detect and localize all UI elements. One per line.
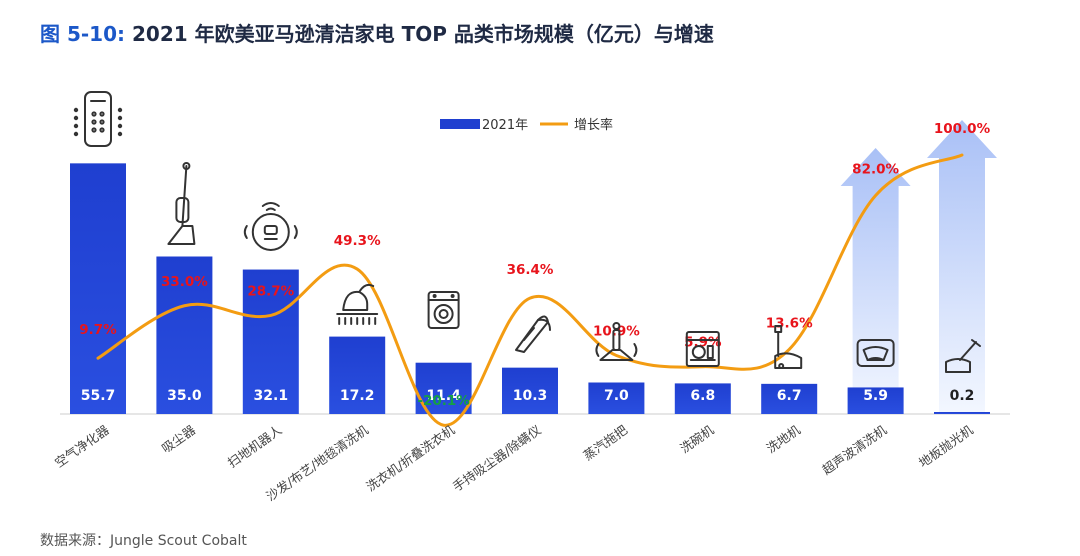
legend-bar-swatch [440,119,480,129]
growth-rate-label: 28.7% [247,283,294,299]
vacuum-cleaner-icon [167,162,196,245]
steam-mop-icon [595,322,638,361]
handheld-vacuum-icon [515,315,551,353]
air-purifier-icon [73,91,123,147]
bar-value-label: 10.3 [513,388,548,404]
growth-rate-label: -20.1% [417,393,470,409]
dishwasher-icon [685,331,720,367]
bar [70,163,126,414]
highlight-arrow [927,120,997,414]
category-label: 蒸汽拖把 [581,422,631,463]
bar-value-label: 35.0 [167,388,202,404]
floor-scrubber-icon [774,325,803,369]
highlight-arrow [840,148,911,414]
growth-rate-label: 49.3% [334,233,381,249]
bar-value-label: 0.2 [950,388,975,404]
bar [588,382,645,414]
legend: 2021年 增长率 [440,117,613,133]
bar [674,383,731,414]
ultrasonic-cleaner-icon [856,339,895,367]
bar [761,383,818,414]
growth-rate-label: 100.0% [934,121,991,137]
bar-value-label: 5.9 [863,388,888,404]
bar-value-label: 17.2 [340,388,375,404]
bar-value-label: 6.8 [690,388,715,404]
title-text: 2021 年欧美亚马逊清洁家电 TOP 品类市场规模（亿元）与增速 [131,22,714,46]
category-label: 吸尘器 [159,422,199,456]
bar [242,269,299,414]
growth-rate-label: 82.0% [852,162,899,178]
floor-polisher-icon [945,339,981,373]
category-label: 地板抛光机 [916,422,976,470]
growth-rate-line [96,153,964,427]
bar-value-label: 11.4 [426,388,461,404]
bar [329,336,386,414]
category-label: 空气净化器 [52,422,112,470]
category-label: 扫地机器人 [225,422,285,470]
bar-value-label: 55.7 [81,388,116,404]
category-label: 手持吸尘器/除螨仪 [450,422,544,494]
legend-bar-label: 2021年 [482,118,528,133]
growth-rate-label: 33.0% [161,274,208,290]
category-label: 洗地机 [764,422,804,456]
growth-rate-label: 36.4% [507,262,554,278]
growth-rate-label: 9.7% [79,322,117,338]
bar [502,367,558,414]
bar [847,387,904,414]
category-label: 洗衣机/折叠洗衣机 [363,422,457,494]
figure-number: 图 5-10: [40,22,126,46]
source-note: 数据来源：Jungle Scout Cobalt [40,533,247,549]
category-label: 超声波清洗机 [819,422,889,478]
bar-value-label: 6.7 [777,388,802,404]
robot-vacuum-icon [243,202,298,251]
legend-line-label: 增长率 [574,117,613,133]
bar [156,256,213,414]
bar [934,412,990,414]
bar-value-label: 32.1 [254,388,289,404]
washing-machine-icon [427,291,460,329]
category-label: 洗碗机 [677,422,717,456]
chart-title: 图 5-10: 2021 年欧美亚马逊清洁家电 TOP 品类市场规模（亿元）与增… [40,18,714,47]
bar-value-label: 7.0 [604,388,629,404]
growth-rate-label: 13.6% [766,315,813,331]
carpet-cleaner-icon [336,283,379,325]
growth-rate-label: 10.9% [593,323,640,339]
